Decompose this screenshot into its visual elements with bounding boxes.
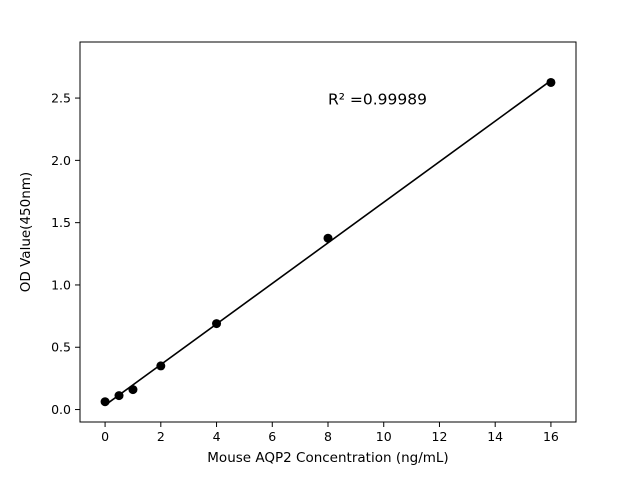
y-tick-label: 2.5 xyxy=(51,91,71,106)
data-point xyxy=(128,385,138,395)
x-tick-label: 2 xyxy=(157,429,165,444)
trend-line xyxy=(104,79,552,406)
x-axis-label: Mouse AQP2 Concentration (ng/mL) xyxy=(207,450,448,466)
x-tick-label: 14 xyxy=(487,429,503,444)
r-squared-annotation: R² =0.99989 xyxy=(328,90,427,108)
data-point xyxy=(546,77,556,87)
data-point xyxy=(100,397,110,407)
x-tick-label: 0 xyxy=(101,429,109,444)
x-tick-label: 12 xyxy=(432,429,448,444)
x-tick-label: 16 xyxy=(543,429,559,444)
data-point xyxy=(212,319,222,329)
data-point xyxy=(323,233,333,243)
y-tick-label: 1.5 xyxy=(51,215,71,230)
data-point xyxy=(114,391,124,401)
y-axis-label: OD Value(450nm) xyxy=(18,172,34,292)
data-point xyxy=(156,361,166,371)
x-tick-label: 6 xyxy=(268,429,276,444)
y-tick-label: 0.5 xyxy=(51,340,71,355)
y-tick-label: 0.0 xyxy=(51,402,71,417)
x-tick-label: 10 xyxy=(376,429,392,444)
y-tick-label: 1.0 xyxy=(51,277,71,292)
x-tick-label: 4 xyxy=(213,429,221,444)
x-tick-label: 8 xyxy=(324,429,332,444)
y-tick-label: 2.0 xyxy=(51,153,71,168)
